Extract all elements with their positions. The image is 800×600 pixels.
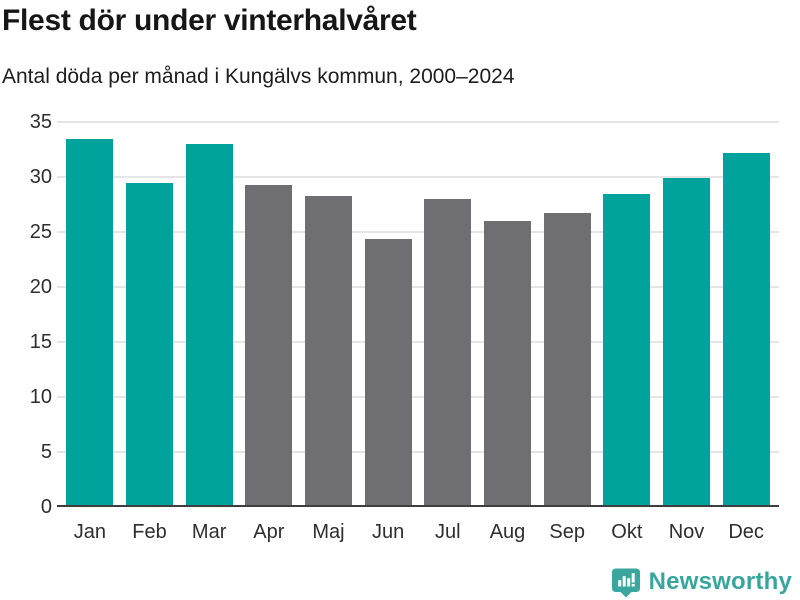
x-tick-label: Nov: [668, 521, 705, 543]
x-tick-label: Jan: [73, 521, 106, 543]
newsworthy-logo: Newsworthy: [611, 566, 792, 598]
x-tick-label: Dec: [728, 521, 764, 543]
bar-chart-plot: 0 5 10 15 20 25 30 35 Jan Feb Mar Apr Maj Jun Jul Aug Se…: [29, 111, 779, 543]
x-tick-label: Jun: [372, 521, 405, 543]
bar-sep: [543, 213, 591, 507]
grid-line: [57, 231, 779, 233]
x-tick-label: Okt: [611, 521, 643, 543]
newsworthy-logo-icon: [611, 567, 641, 598]
x-tick-label: Aug: [489, 521, 526, 543]
bar-aug: [484, 221, 531, 507]
chart-title: Flest dör under vinterhalvåret: [2, 4, 417, 37]
grid-line: [57, 286, 779, 288]
x-tick-label: Sep: [549, 521, 585, 543]
grid-line: [57, 341, 779, 343]
x-tick-label: Maj: [312, 521, 345, 543]
bar-okt: [603, 193, 651, 507]
y-tick-label: 10: [29, 386, 52, 408]
bar-jan: [66, 138, 114, 507]
newsworthy-logo-text: Newsworthy: [648, 568, 792, 595]
x-axis-line: [57, 505, 779, 507]
chart-subtitle: Antal döda per månad i Kungälvs kommun, …: [2, 65, 515, 88]
x-tick-label: Apr: [253, 521, 285, 543]
y-tick-label: 35: [29, 111, 52, 133]
x-tick-label: Mar: [191, 521, 227, 543]
x-tick-label: Jul: [435, 521, 461, 543]
bar-maj: [305, 195, 352, 507]
bar-feb: [126, 182, 173, 507]
bar-apr: [245, 184, 293, 507]
x-tick-label: Feb: [132, 521, 167, 543]
y-tick-label: 5: [40, 441, 52, 463]
bar-nov: [663, 178, 710, 507]
bar-jun: [364, 238, 412, 507]
y-tick-label: 0: [40, 496, 52, 518]
bar-mar: [185, 144, 233, 507]
y-tick-label: 20: [29, 276, 52, 298]
grid-line: [57, 451, 779, 453]
grid-line: [57, 121, 779, 123]
grid-line: [57, 396, 779, 398]
y-tick-label: 30: [29, 166, 52, 188]
y-tick-label: 25: [29, 221, 52, 243]
bar-dec: [722, 152, 770, 507]
y-tick-label: 15: [29, 331, 52, 353]
grid-line: [57, 176, 779, 178]
bar-jul: [424, 199, 472, 507]
